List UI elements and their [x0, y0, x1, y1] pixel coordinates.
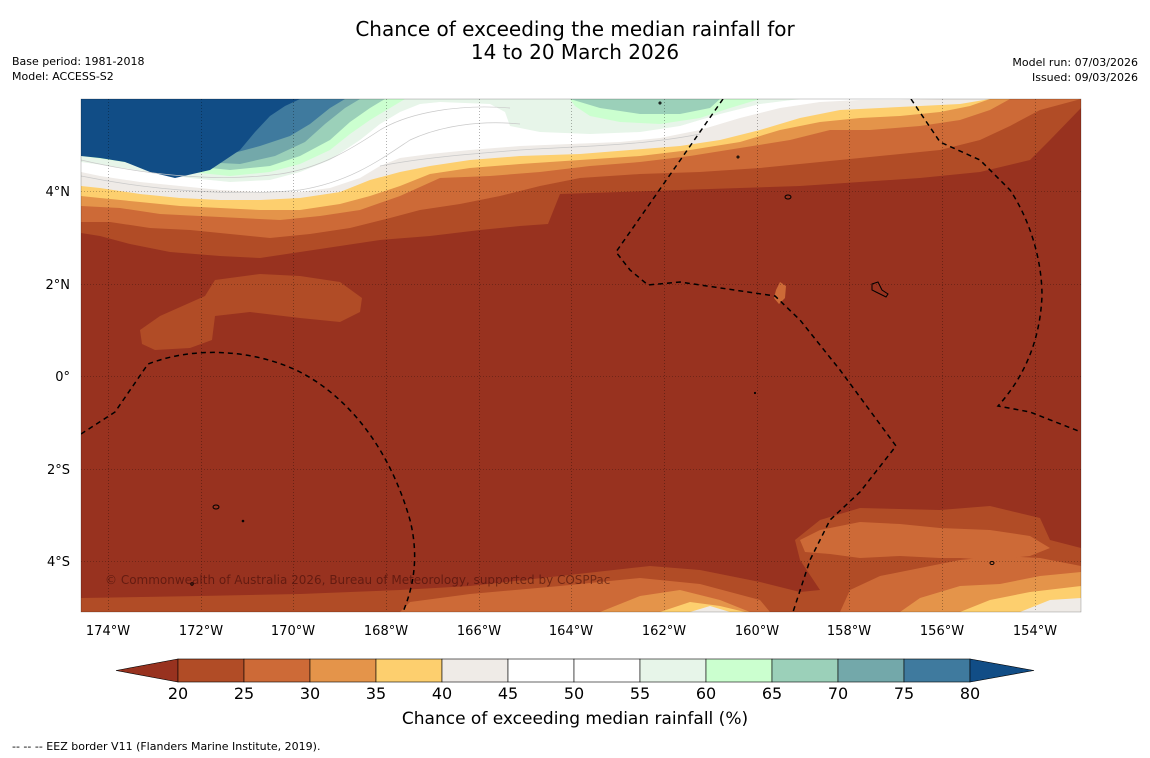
lon-label: 162°W — [642, 624, 686, 639]
colorbar-tick-label: 55 — [630, 684, 650, 703]
contour-80-plus — [81, 99, 300, 178]
colorbar-tick-label: 70 — [828, 684, 848, 703]
colorbar-tick-label: 50 — [564, 684, 584, 703]
colorbar-tick-label: 45 — [498, 684, 518, 703]
lon-label: 154°W — [1013, 624, 1057, 639]
colorbar-segment — [573, 658, 641, 683]
model-name: Model: ACCESS-S2 — [12, 70, 114, 83]
colorbar-segment — [837, 658, 905, 683]
lat-labels: 4°N 2°N 0° 2°S 4°S — [46, 185, 71, 570]
issued-date: Issued: 09/03/2026 — [1031, 71, 1138, 84]
colorbar-segment — [507, 658, 575, 683]
base-period: Base period: 1981-2018 — [12, 55, 145, 68]
lat-label: 4°N — [46, 185, 71, 200]
meta-right: Model run: 07/03/2026 Issued: 09/03/2026 — [1012, 55, 1138, 85]
colorbar-segment — [309, 658, 377, 683]
lon-label: 170°W — [271, 624, 315, 639]
colorbar-tick-label: 60 — [696, 684, 716, 703]
eez-footnote: -- -- -- EEZ border V11 (Flanders Marine… — [12, 740, 321, 753]
colorbar-extend-low — [115, 658, 179, 683]
model-run: Model run: 07/03/2026 — [1012, 56, 1138, 69]
colorbar-tick-label: 20 — [168, 684, 188, 703]
lon-label: 174°W — [86, 624, 130, 639]
map-area — [81, 99, 1081, 612]
lon-label: 160°W — [735, 624, 779, 639]
colorbar-segment — [441, 658, 509, 683]
copyright-text: © Commonwealth of Australia 2026, Bureau… — [105, 573, 610, 587]
colorbar-segment — [177, 658, 245, 683]
colorbar-segment — [771, 658, 839, 683]
south-band-40-45 — [690, 598, 1081, 612]
colorbar-tick-label: 80 — [960, 684, 980, 703]
south-band-25-30 — [400, 522, 1081, 612]
colorbar-tick-label: 40 — [432, 684, 452, 703]
colorbar-tick-label: 25 — [234, 684, 254, 703]
colorbar-label: Chance of exceeding median rainfall (%) — [401, 709, 749, 729]
lon-label: 164°W — [549, 624, 593, 639]
colorbar-segment — [639, 658, 707, 683]
lat-label: 2°S — [47, 463, 70, 478]
lon-label: 172°W — [179, 624, 223, 639]
islands — [190, 101, 995, 586]
south-band-30-35 — [600, 572, 1081, 612]
contour-lines — [81, 106, 701, 193]
lon-label: 166°W — [457, 624, 501, 639]
colorbar-segment — [243, 658, 311, 683]
colorbar-tick-label: 35 — [366, 684, 386, 703]
patch-central-west — [140, 274, 362, 350]
map-frame — [80, 98, 1082, 613]
lon-label: 158°W — [827, 624, 871, 639]
lon-label: 168°W — [364, 624, 408, 639]
lat-label: 2°N — [46, 278, 71, 293]
colorbar-segment — [903, 658, 971, 683]
colorbar-extend-high — [969, 658, 1035, 683]
lat-label: 4°S — [47, 555, 70, 570]
meta-left: Base period: 1981-2018 Model: ACCESS-S2 — [12, 54, 144, 84]
lon-label: 156°W — [920, 624, 964, 639]
lat-label: 0° — [55, 370, 70, 385]
eez-borders — [81, 99, 1081, 612]
colorbar: 20 25 30 35 40 45 50 55 60 65 70 75 80 — [115, 658, 1035, 703]
colorbar-tick-label: 65 — [762, 684, 782, 703]
lon-labels: 174°W 172°W 170°W 168°W 166°W 164°W 162°… — [86, 624, 1057, 639]
colorbar-tick-label: 75 — [894, 684, 914, 703]
title-line-2: 14 to 20 March 2026 — [470, 40, 680, 64]
colorbar-tick-label: 30 — [300, 684, 320, 703]
title-line-1: Chance of exceeding the median rainfall … — [355, 17, 795, 41]
colorbar-segment — [705, 658, 773, 683]
colorbar-segment — [375, 658, 443, 683]
chart-title: Chance of exceeding the median rainfall … — [0, 18, 1150, 64]
